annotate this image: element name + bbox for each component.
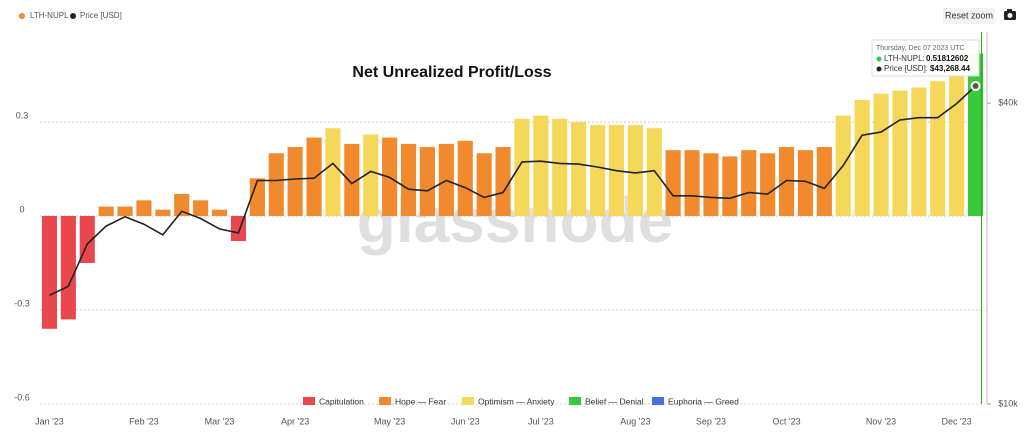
- tooltip-dot: [876, 66, 882, 72]
- chart-title: Net Unrealized Profit/Loss: [352, 64, 551, 81]
- title-box: [340, 60, 565, 86]
- x-tick-label: Apr '23: [281, 416, 309, 426]
- bar: [306, 137, 322, 216]
- bar: [41, 215, 58, 329]
- bar: [854, 100, 870, 216]
- bar: [571, 121, 587, 216]
- bar: [136, 200, 152, 216]
- bar: [684, 150, 700, 216]
- x-tick-label: Nov '23: [866, 416, 896, 426]
- reset-zoom-button[interactable]: [943, 8, 995, 24]
- legend-swatch: [652, 397, 664, 405]
- bar: [514, 118, 530, 216]
- bar: [873, 93, 889, 216]
- x-tick-label: Feb '23: [129, 416, 159, 426]
- x-tick-label: May '23: [374, 416, 405, 426]
- x-tick-label: Mar '23: [205, 416, 235, 426]
- bar: [930, 81, 946, 216]
- bar: [741, 150, 757, 216]
- bar: [287, 147, 303, 216]
- x-tick-label: Jan '23: [35, 416, 64, 426]
- y-tick-label: 0: [19, 204, 24, 214]
- bar: [495, 147, 511, 216]
- x-tick-label: Dec '23: [942, 416, 972, 426]
- bar: [174, 194, 190, 216]
- x-tick-label: Jul '23: [528, 416, 554, 426]
- bar: [193, 200, 209, 216]
- bar: [533, 115, 549, 216]
- bar: [325, 128, 341, 216]
- bar: [268, 153, 284, 216]
- bar: [457, 140, 473, 216]
- bar: [665, 150, 681, 216]
- bar: [476, 153, 492, 216]
- legend-swatch: [303, 397, 315, 405]
- legend-dot: [19, 13, 25, 19]
- y2-tick-label: $40k: [998, 97, 1018, 107]
- legend-label: Belief — Denial: [585, 396, 644, 406]
- y-tick-label: 0.3: [16, 110, 29, 120]
- tooltip-label: Price [USD]:: [884, 64, 928, 73]
- bar: [760, 153, 776, 216]
- bar: [816, 147, 832, 216]
- bar: [60, 215, 76, 320]
- bar: [911, 87, 927, 216]
- bar: [778, 147, 795, 216]
- bar: [117, 206, 133, 216]
- tooltip: Thursday, Dec 07 2023 UTC LTH-NUPL: 0.5181…: [871, 39, 980, 77]
- tooltip-value: 0.51812602: [926, 54, 969, 63]
- tooltip-date: Thursday, Dec 07 2023 UTC: [876, 45, 965, 52]
- bar: [892, 90, 908, 216]
- legend-label: Euphoria — Greed: [668, 396, 739, 406]
- legend-swatch: [569, 397, 581, 405]
- bar: [703, 153, 719, 216]
- bar: [419, 147, 436, 216]
- reset-zoom-label[interactable]: Reset zoom: [945, 10, 993, 20]
- bar: [722, 156, 738, 216]
- legend-swatch: [462, 397, 474, 405]
- legend-dot: [70, 13, 76, 19]
- tooltip-value: $43,268.44: [930, 64, 971, 73]
- tooltip-box: [871, 39, 980, 77]
- bar: [627, 125, 643, 216]
- x-tick-label: Oct '23: [772, 416, 800, 426]
- legend-label: Hope — Fear: [395, 396, 446, 406]
- tooltip-dot: [876, 56, 882, 62]
- x-tick-label: Jun '23: [451, 416, 480, 426]
- price-line: [49, 85, 977, 297]
- bar: [589, 125, 606, 216]
- x-tick-label: Aug '23: [620, 416, 650, 426]
- bar: [967, 53, 984, 216]
- y-tick-label: -0.6: [14, 392, 30, 402]
- legend-label: LTH-NUPL: [30, 11, 69, 20]
- bar: [552, 118, 568, 216]
- bar: [98, 206, 114, 216]
- bar: [211, 209, 228, 216]
- hover-point: [970, 81, 981, 92]
- y-tick-label: -0.3: [14, 298, 30, 308]
- bar: [249, 178, 265, 216]
- bar: [155, 209, 171, 216]
- legend-label: Price [USD]: [80, 11, 122, 20]
- bar: [363, 134, 379, 216]
- bar: [400, 143, 417, 216]
- y2-tick-label: $10k: [998, 398, 1018, 408]
- legend-label: Capitulation: [319, 396, 364, 406]
- legend-label: Optimism — Anxiety: [478, 396, 555, 406]
- bar: [949, 65, 965, 216]
- bar: [344, 143, 360, 216]
- tooltip-label: LTH-NUPL:: [884, 54, 925, 63]
- bar: [646, 128, 662, 216]
- camera-icon[interactable]: [1004, 9, 1016, 20]
- legend-swatch: [379, 397, 391, 405]
- bar: [797, 150, 814, 216]
- x-tick-label: Sep '23: [696, 416, 726, 426]
